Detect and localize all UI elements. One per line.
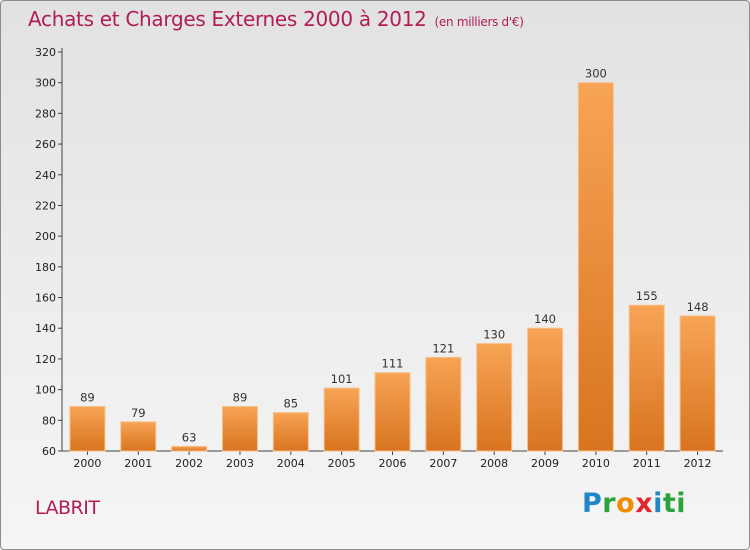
y-tick-label: 220 — [35, 199, 56, 212]
value-label-2001: 79 — [131, 406, 146, 420]
y-tick-label: 300 — [35, 77, 56, 90]
value-label-2011: 155 — [636, 289, 658, 303]
y-tick-label: 120 — [35, 353, 56, 366]
value-label-2007: 121 — [432, 341, 454, 355]
chart-title: Achats et Charges Externes 2000 à 2012 (e… — [28, 7, 524, 31]
y-tick-label: 160 — [35, 292, 56, 305]
x-tick-label-2006: 2006 — [379, 457, 407, 470]
bar-2008 — [476, 343, 513, 452]
y-tick-label: 320 — [35, 46, 56, 59]
bar-2009 — [527, 327, 564, 452]
x-tick-label-2001: 2001 — [124, 457, 152, 470]
x-tick-label-2010: 2010 — [582, 457, 610, 470]
bar-2004 — [272, 412, 309, 452]
bar-2006 — [374, 372, 411, 452]
bar-2010 — [577, 82, 614, 452]
value-label-2006: 111 — [382, 357, 404, 371]
value-label-2003: 89 — [233, 390, 248, 404]
y-tick-label: 140 — [35, 322, 56, 335]
y-tick-label: 180 — [35, 261, 56, 274]
value-label-2009: 140 — [534, 312, 556, 326]
x-tick-label-2011: 2011 — [633, 457, 661, 470]
chart-subtitle: (en milliers d'€) — [434, 15, 524, 29]
value-label-2012: 148 — [687, 300, 709, 314]
bar-2002 — [171, 445, 208, 452]
bar-2011 — [628, 304, 665, 452]
proxiti-logo: Proxiti — [582, 488, 687, 519]
y-tick-label: 80 — [42, 414, 56, 427]
value-label-2010: 300 — [585, 67, 607, 81]
bar-2000 — [69, 405, 106, 452]
x-tick-label-2012: 2012 — [684, 457, 712, 470]
bar-2003 — [221, 405, 258, 452]
bar-2007 — [425, 356, 462, 452]
y-tick-label: 240 — [35, 169, 56, 182]
y-tick-label: 200 — [35, 230, 56, 243]
x-tick-label-2002: 2002 — [175, 457, 203, 470]
x-tick-label-2005: 2005 — [328, 457, 356, 470]
value-label-2002: 63 — [182, 430, 197, 444]
value-label-2008: 130 — [483, 328, 505, 342]
x-tick-label-2009: 2009 — [531, 457, 559, 470]
value-label-2005: 101 — [331, 372, 353, 386]
bar-2005 — [323, 387, 360, 452]
bar-2001 — [120, 421, 157, 452]
x-tick-label-2000: 2000 — [73, 457, 101, 470]
y-tick-label: 60 — [42, 445, 56, 458]
x-tick-label-2004: 2004 — [277, 457, 305, 470]
x-tick-label-2008: 2008 — [480, 457, 508, 470]
y-tick-label: 260 — [35, 138, 56, 151]
bar-2012 — [679, 315, 716, 452]
x-tick-label-2007: 2007 — [429, 457, 457, 470]
commune-name: LABRIT — [35, 497, 100, 519]
x-tick-label-2003: 2003 — [226, 457, 254, 470]
value-label-2004: 85 — [283, 397, 298, 411]
y-tick-label: 280 — [35, 107, 56, 120]
value-label-2000: 89 — [80, 390, 95, 404]
y-tick-label: 100 — [35, 384, 56, 397]
chart-title-text: Achats et Charges Externes 2000 à 2012 — [28, 7, 427, 31]
